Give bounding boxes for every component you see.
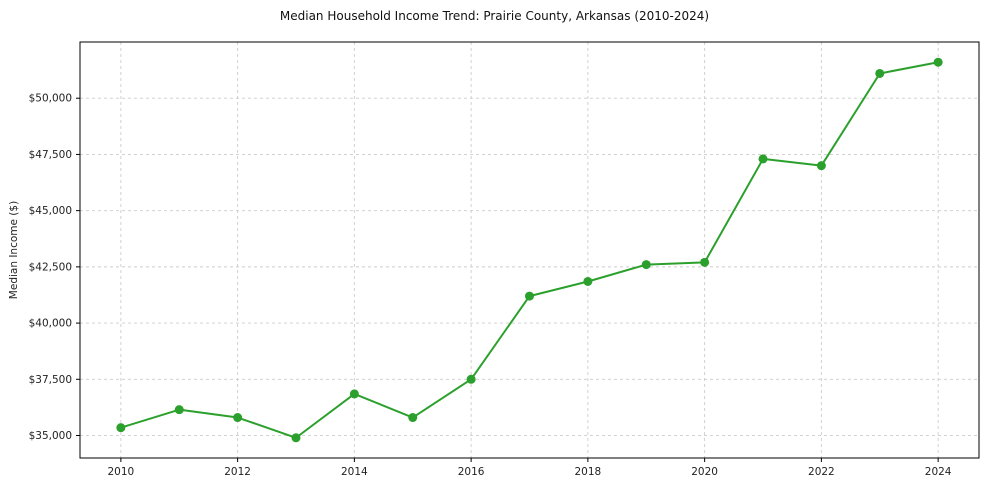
x-tick-label: 2016 [458,466,485,478]
data-point-marker [349,389,359,399]
y-tick-label: $47,500 [29,149,72,161]
data-point-marker [583,276,593,286]
data-point-marker [816,161,826,171]
y-tick-label: $37,500 [29,374,72,386]
y-tick-label: $40,000 [29,318,72,330]
data-point-marker [933,57,943,67]
y-tick-label: $42,500 [29,261,72,273]
data-point-marker [466,374,476,384]
data-point-marker [875,68,885,78]
x-tick-label: 2020 [691,466,718,478]
data-point-marker [408,413,418,423]
data-point-marker [116,423,126,433]
data-point-marker [291,433,301,443]
data-point-marker [233,413,243,423]
plot-border [79,41,980,459]
chart-title: Median Household Income Trend: Prairie C… [279,9,710,23]
y-tick-label: $45,000 [29,205,72,217]
data-point-marker [174,405,184,415]
data-point-marker [525,291,534,301]
x-tick-label: 2010 [107,466,134,478]
x-tick-label: 2014 [341,466,368,478]
x-tick-label: 2022 [808,466,835,478]
data-point-marker [700,257,710,267]
x-tick-label: 2012 [224,466,251,478]
y-tick-label: $50,000 [29,93,72,105]
data-point-marker [758,154,768,164]
x-tick-label: 2018 [575,466,602,478]
y-tick-label: $35,000 [29,430,72,442]
data-point-marker [641,260,651,270]
line-series [119,61,940,439]
x-tick-label: 2024 [925,466,952,478]
